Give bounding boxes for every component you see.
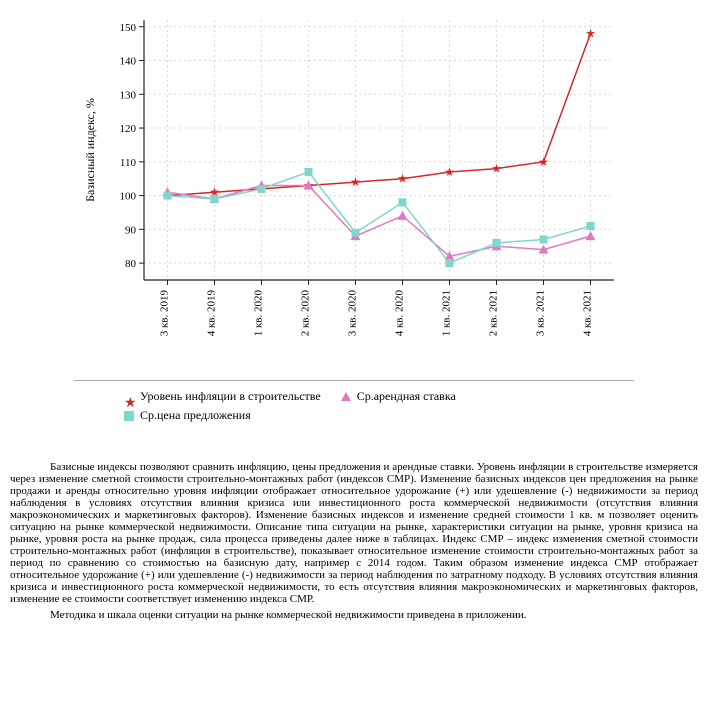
legend-item-inflation: ★ Уровень инфляции в строительстве bbox=[124, 387, 321, 406]
svg-text:110: 110 bbox=[120, 157, 137, 169]
svg-text:130: 130 bbox=[120, 89, 137, 101]
svg-text:3 кв. 2021: 3 кв. 2021 bbox=[535, 290, 547, 336]
svg-text:★: ★ bbox=[397, 172, 408, 186]
svg-text:★: ★ bbox=[585, 27, 596, 41]
svg-text:Базисный индекс, %: Базисный индекс, % bbox=[83, 98, 97, 202]
svg-text:3 кв. 2019: 3 кв. 2019 bbox=[159, 290, 171, 337]
chart-legend: ★ Уровень инфляции в строительстве Ср.ар… bbox=[74, 380, 634, 431]
svg-text:4 кв. 2021: 4 кв. 2021 bbox=[582, 290, 594, 336]
body-paragraph-2: Методика и шкала оценки ситуации на рынк… bbox=[10, 609, 698, 621]
svg-text:1 кв. 2020: 1 кв. 2020 bbox=[253, 290, 265, 337]
chart-container: 80 90 100 110 120 130 140 150 3 кв. 2019 4 кв. 20… bbox=[74, 10, 634, 431]
body-paragraph-1: Базисные индексы позволяют сравнить инфл… bbox=[10, 461, 698, 605]
svg-text:★: ★ bbox=[538, 155, 549, 169]
svg-text:100: 100 bbox=[120, 191, 137, 203]
svg-text:★: ★ bbox=[444, 165, 455, 179]
svg-text:3 кв. 2020: 3 кв. 2020 bbox=[347, 290, 359, 337]
square-icon bbox=[124, 411, 134, 421]
svg-text:4 кв. 2019: 4 кв. 2019 bbox=[206, 290, 218, 337]
svg-text:★: ★ bbox=[491, 162, 502, 176]
svg-text:140: 140 bbox=[120, 56, 137, 68]
legend-label: Ср.арендная ставка bbox=[357, 387, 456, 406]
legend-item-rent: Ср.арендная ставка bbox=[341, 387, 456, 406]
svg-text:2 кв. 2020: 2 кв. 2020 bbox=[300, 290, 312, 337]
legend-label: Ср.цена предложения bbox=[140, 406, 251, 425]
svg-text:★: ★ bbox=[350, 175, 361, 189]
legend-label: Уровень инфляции в строительстве bbox=[140, 387, 321, 406]
legend-item-offer: Ср.цена предложения bbox=[124, 406, 251, 425]
svg-text:150: 150 bbox=[120, 22, 137, 34]
svg-text:2 кв. 2021: 2 кв. 2021 bbox=[488, 290, 500, 336]
svg-text:120: 120 bbox=[120, 123, 137, 135]
triangle-icon bbox=[341, 392, 351, 401]
svg-text:80: 80 bbox=[125, 258, 137, 270]
svg-text:4 кв. 2020: 4 кв. 2020 bbox=[394, 290, 406, 337]
svg-text:1 кв. 2021: 1 кв. 2021 bbox=[441, 290, 453, 336]
star-icon: ★ bbox=[124, 393, 134, 403]
svg-text:90: 90 bbox=[125, 224, 137, 236]
line-chart: 80 90 100 110 120 130 140 150 3 кв. 2019 4 кв. 20… bbox=[74, 10, 634, 380]
